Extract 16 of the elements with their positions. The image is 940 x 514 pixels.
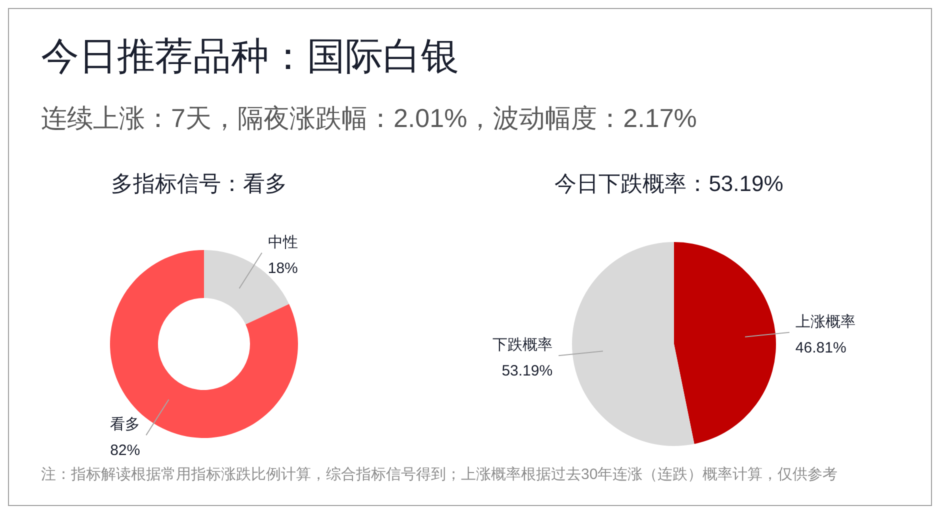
- pie-slice: [572, 242, 694, 446]
- pie-slice: [674, 242, 776, 444]
- chart-title: 多指标信号：看多: [110, 170, 288, 198]
- data-label: 53.19%: [502, 362, 553, 380]
- slice-label: 中性: [268, 234, 298, 251]
- data-label: 18%: [268, 260, 298, 277]
- chart-title: 今日下跌概率：53.19%: [554, 170, 784, 198]
- text: 连续上涨：7天，隔夜涨跌幅：2.01%，波动幅度：2.17%: [41, 102, 697, 135]
- data-label: 82%: [110, 442, 140, 460]
- data-label: 46.81%: [795, 339, 846, 356]
- donut-slice: [110, 250, 298, 438]
- slice-label: 看多: [110, 416, 140, 434]
- text: 今日推荐品种：国际白银: [41, 35, 459, 80]
- slice-label: 下跌概率: [492, 336, 553, 354]
- text: 注：指标解读根据常用指标涨跌比例计算，综合指标信号得到；上涨概率根据过去30年连涨（连跌）概率计算，仅供参考: [41, 465, 838, 484]
- slice-label: 上涨概率: [795, 313, 856, 330]
